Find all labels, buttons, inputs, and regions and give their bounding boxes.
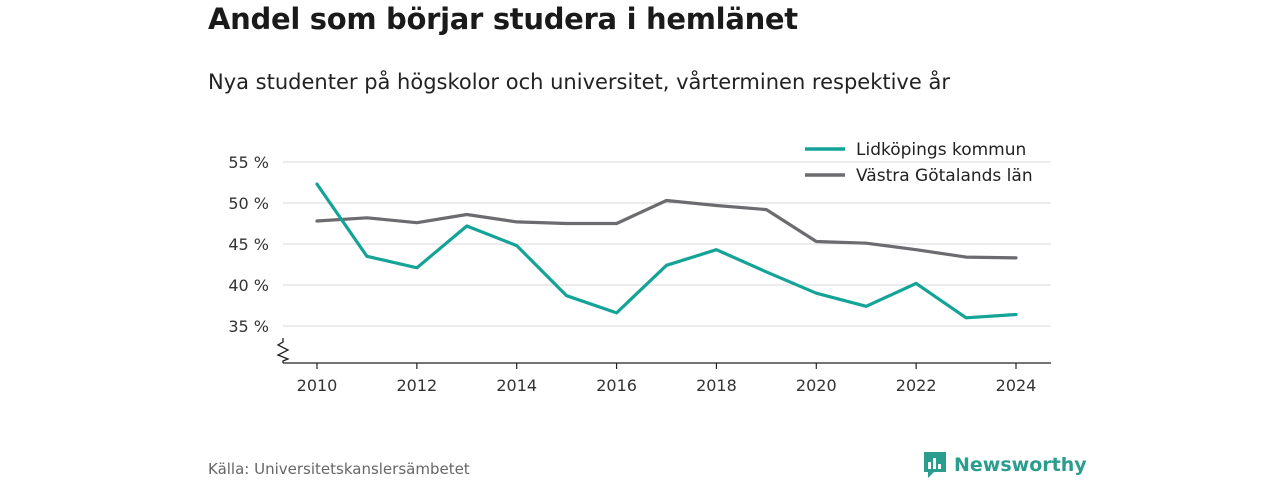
series-lines [315, 182, 1018, 320]
series-line-0 [315, 182, 1018, 320]
line-chart: 35 %40 %45 %50 %55 % 2010 2012 2014 2016 201… [228, 140, 1051, 395]
legend-label: Lidköpings kommun [856, 140, 1026, 160]
x-tick-label: 2016 [596, 376, 637, 395]
legend: Lidköpings kommun Västra Götalands län [805, 140, 1033, 186]
series-line-1 [315, 198, 1018, 260]
y-tick-label: 35 % [228, 317, 269, 336]
x-tick-label: 2014 [496, 376, 537, 395]
x-tick-label: 2010 [297, 376, 338, 395]
y-axis-ticks: 35 % 40 % 45 % 50 % 55 % [228, 153, 269, 336]
y-tick-label: 45 % [228, 235, 269, 254]
x-tick-label: 2022 [896, 376, 937, 395]
x-axis-ticks: 2010 2012 2014 2016 2018 2020 2022 2024 [297, 363, 1037, 395]
x-tick-label: 2018 [696, 376, 737, 395]
x-tick-label: 2024 [996, 376, 1037, 395]
brand-name: Newsworthy [954, 454, 1087, 476]
newsworthy-chart-icon [924, 452, 946, 478]
x-tick-label: 2012 [396, 376, 437, 395]
y-tick-label: 50 % [228, 194, 269, 213]
chart-subtitle: Nya studenter på högskolor och universit… [208, 70, 950, 94]
chart-title: Andel som börjar studera i hemlänet [208, 2, 798, 36]
x-axis [276, 338, 1051, 364]
legend-label: Västra Götalands län [856, 166, 1033, 186]
source-note: Källa: Universitetskanslersämbetet [208, 460, 470, 478]
gridlines [283, 161, 1051, 327]
y-axis-break-icon [276, 338, 290, 363]
y-tick-label: 55 % [228, 153, 269, 172]
brand-logo[interactable]: Newsworthy [922, 450, 1087, 480]
x-tick-label: 2020 [796, 376, 837, 395]
y-tick-label: 40 % [228, 276, 269, 295]
